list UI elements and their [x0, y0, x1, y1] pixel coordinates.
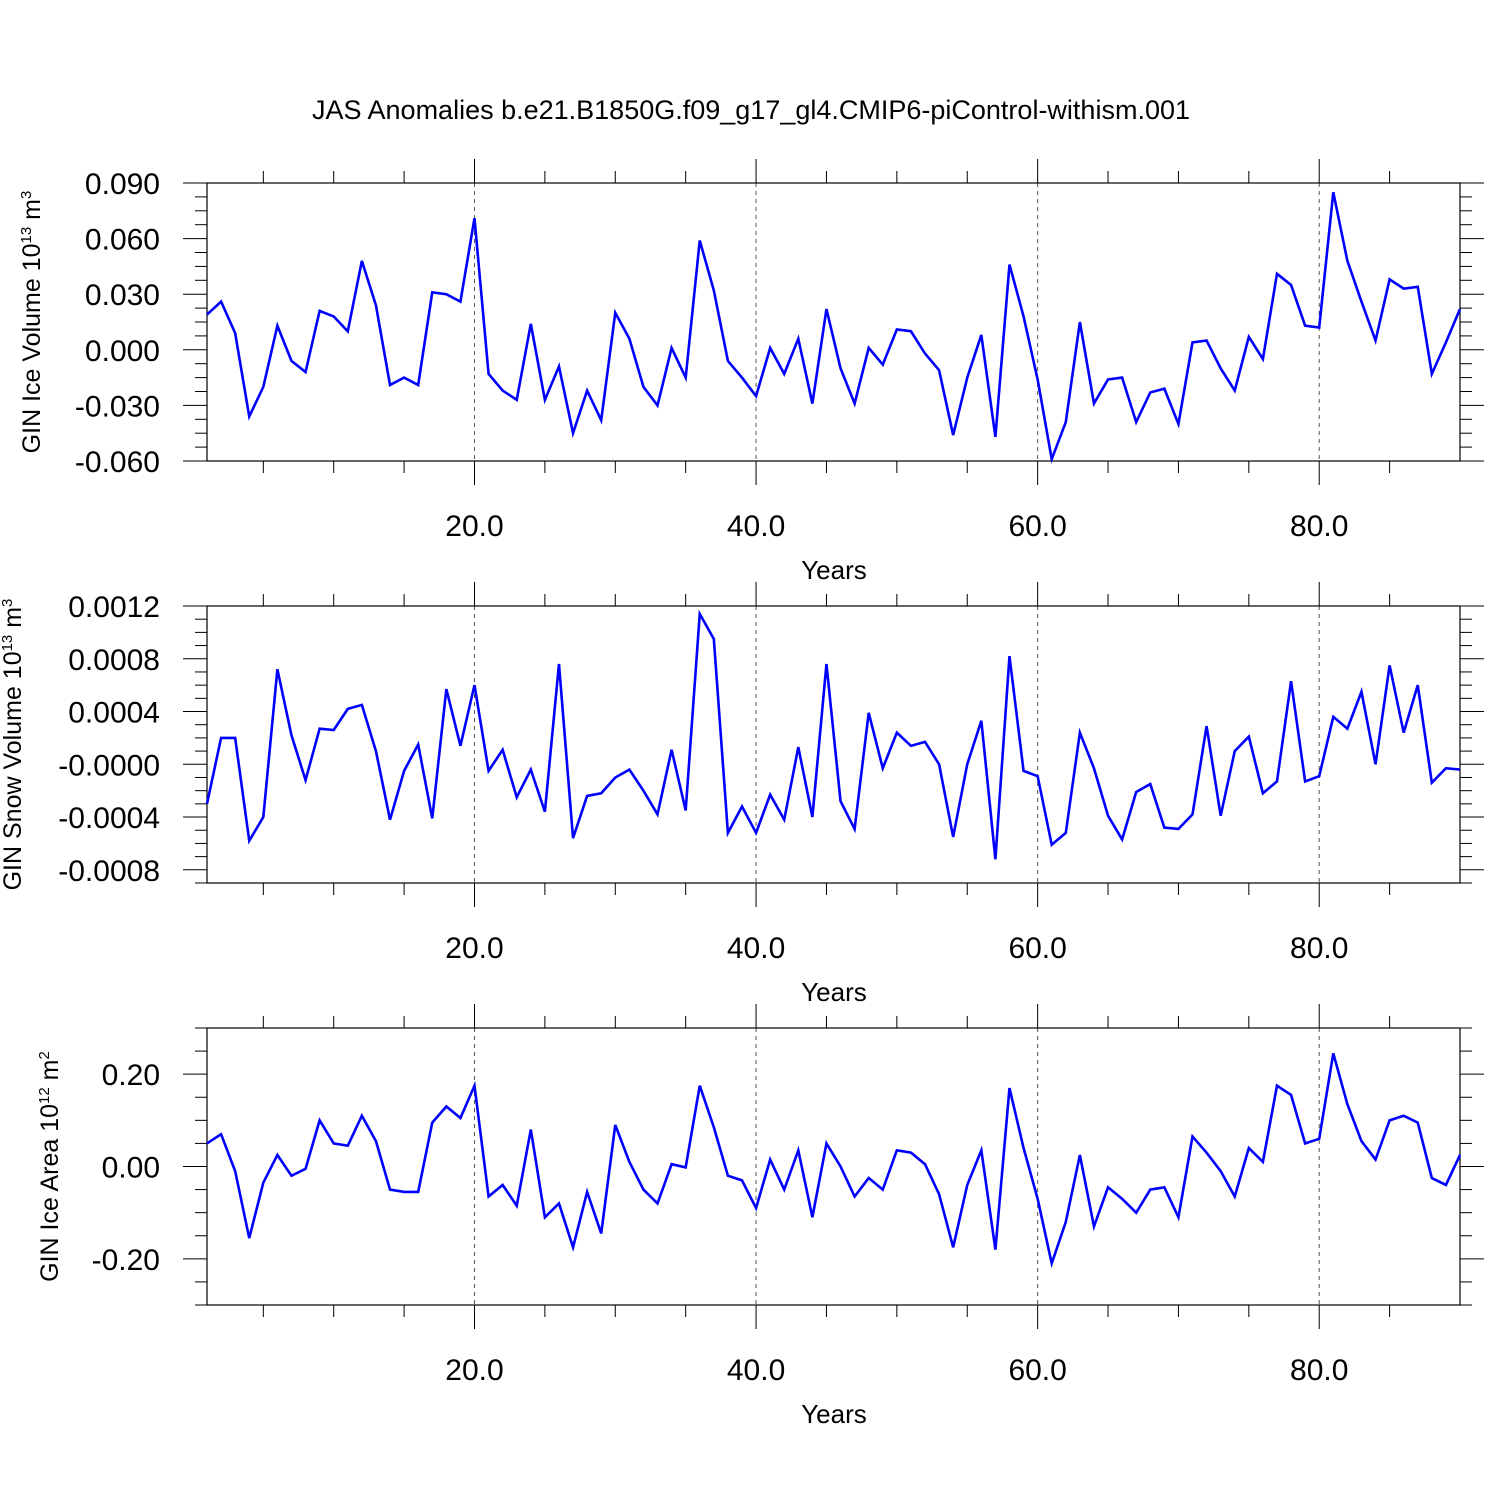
y-tick-label: 0.0012 [68, 591, 160, 624]
chart-title: JAS Anomalies b.e21.B1850G.f09_g17_gl4.C… [312, 95, 1190, 125]
x-tick-label: 80.0 [1290, 1354, 1348, 1387]
x-tick-label: 40.0 [727, 932, 785, 965]
x-axis-label: Years [801, 555, 867, 585]
y-tick-label: 0.20 [102, 1059, 160, 1092]
x-tick-label: 60.0 [1008, 932, 1066, 965]
x-tick-label: 80.0 [1290, 510, 1348, 543]
plot-frame [206, 182, 1461, 462]
x-tick-label: 40.0 [727, 1354, 785, 1387]
plot-frame [206, 605, 1461, 884]
x-tick-label: 20.0 [445, 510, 503, 543]
y-tick-label: 0.00 [102, 1152, 160, 1185]
x-tick-label: 20.0 [445, 1354, 503, 1387]
series-line [205, 609, 1461, 860]
y-tick-label: -0.0000 [58, 749, 160, 782]
y-tick-label: -0.060 [75, 446, 160, 479]
y-tick-label: 0.0008 [68, 644, 160, 677]
panel-2: 20.0 40.0 60.0 80.0 -0.0008 -0.0004 -0.0000 0.0… [0, 582, 1484, 1007]
series-line [206, 192, 1462, 465]
x-tick-label: 40.0 [727, 510, 785, 543]
x-tick-label: 60.0 [1008, 510, 1066, 543]
y-tick-label: -0.0004 [58, 802, 160, 835]
y-tick-label: -0.20 [92, 1244, 160, 1277]
panel-1: 20.0 40.0 60.0 80.0 -0.060 -0.030 0.000 0.030 0.… [18, 159, 1484, 585]
x-axis-label: Years [801, 1399, 867, 1429]
y-tick-label: -0.030 [75, 390, 160, 423]
y-tick-label: 0.000 [85, 335, 160, 368]
y-tick-label: 0.060 [85, 224, 160, 257]
x-tick-label: 80.0 [1290, 932, 1348, 965]
x-tick-label: 60.0 [1008, 1354, 1066, 1387]
plot-frame [206, 1027, 1461, 1306]
y-tick-label: 0.030 [85, 279, 160, 312]
x-axis-label: Years [801, 977, 867, 1007]
panel-3: 20.0 40.0 60.0 80.0 -0.20 0.00 0.20 Years GIN Ic… [36, 1004, 1484, 1429]
y-axis-label: GIN Ice Volume 1013 m3 [18, 191, 46, 454]
panels: 20.0 40.0 60.0 80.0 -0.060 -0.030 0.000 0.030 0.… [0, 159, 1484, 1429]
x-tick-label: 20.0 [445, 932, 503, 965]
y-tick-label: 0.090 [85, 168, 160, 201]
y-axis-label: GIN Ice Area 1012 m2 [36, 1051, 64, 1282]
y-axis-label: GIN Snow Volume 1013 m3 [0, 599, 27, 891]
y-tick-label: 0.0004 [68, 697, 160, 730]
y-tick-label: -0.0008 [58, 855, 160, 888]
series-line [206, 1053, 1462, 1269]
